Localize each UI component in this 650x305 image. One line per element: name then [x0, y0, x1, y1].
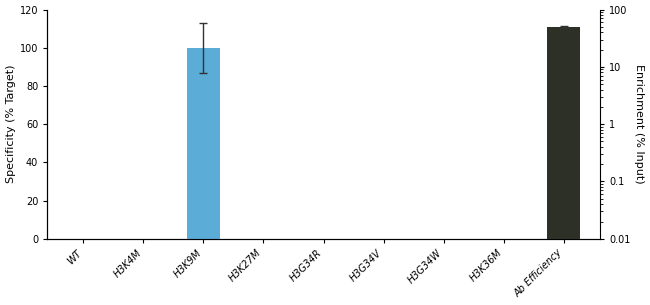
- Y-axis label: Enrichment (% Input): Enrichment (% Input): [634, 64, 644, 184]
- Bar: [547, 27, 580, 305]
- Bar: [187, 48, 220, 239]
- Y-axis label: Specificity (% Target): Specificity (% Target): [6, 65, 16, 183]
